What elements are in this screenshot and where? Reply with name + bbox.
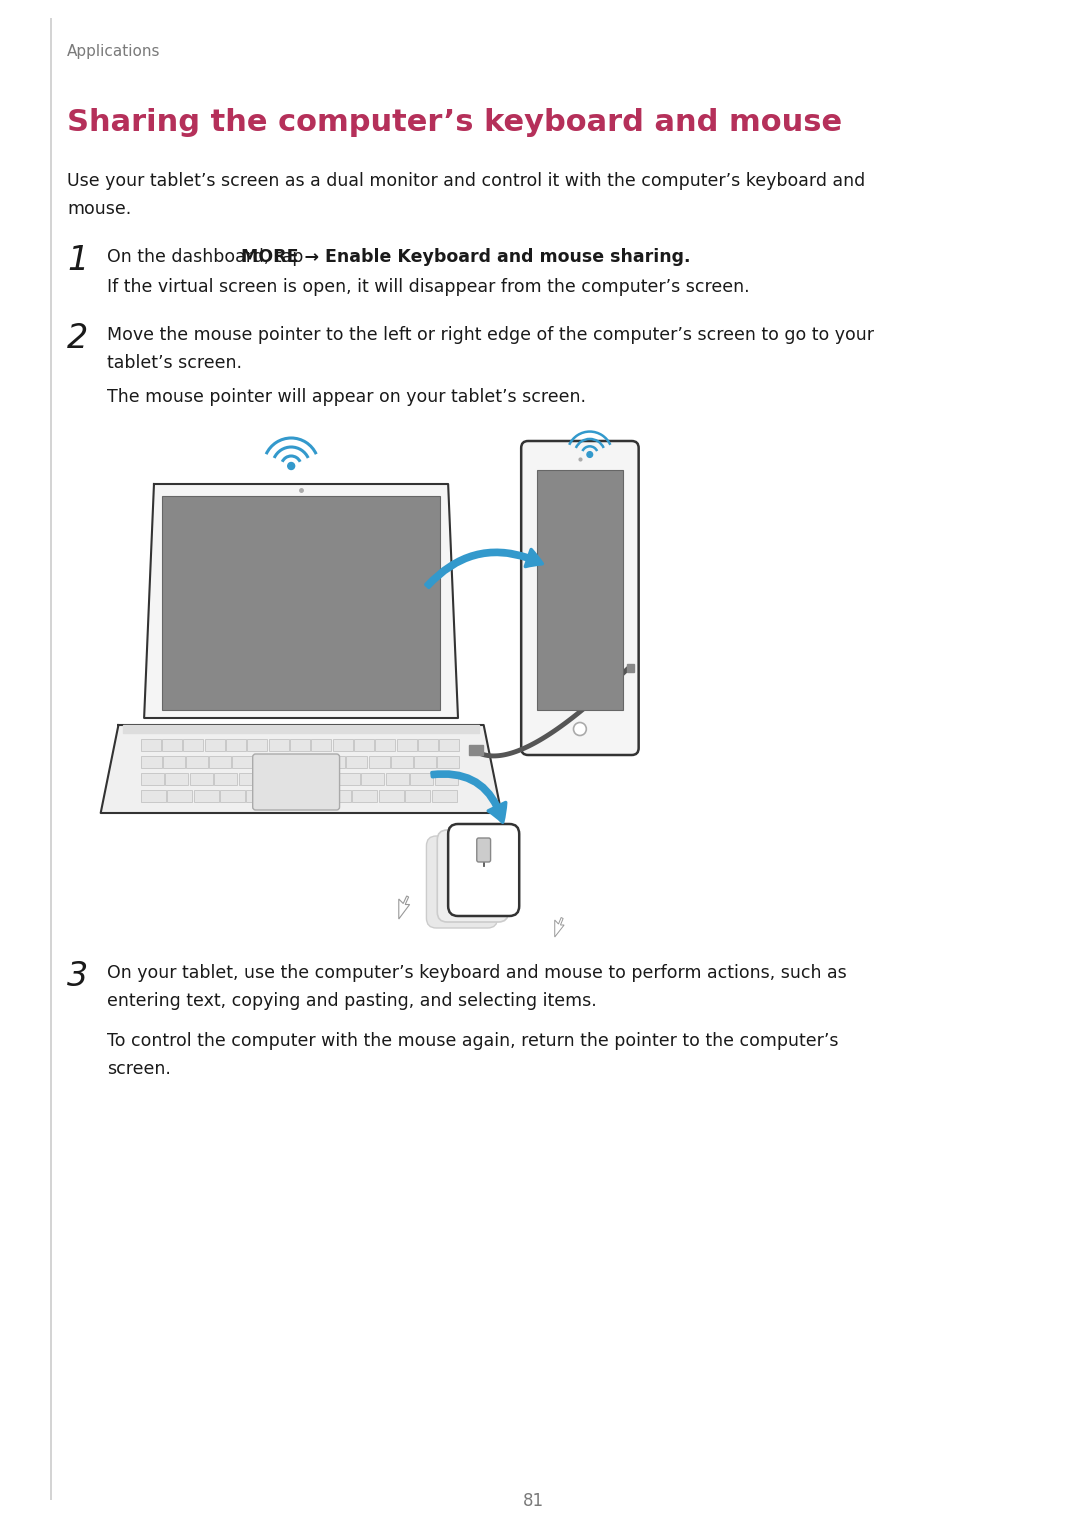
Polygon shape: [326, 789, 351, 802]
FancyBboxPatch shape: [448, 825, 519, 916]
Polygon shape: [626, 664, 634, 672]
Text: tablet’s screen.: tablet’s screen.: [107, 354, 242, 373]
Polygon shape: [537, 470, 623, 710]
Polygon shape: [162, 496, 441, 710]
Polygon shape: [415, 756, 435, 768]
Polygon shape: [418, 739, 438, 751]
Polygon shape: [210, 756, 230, 768]
Polygon shape: [269, 739, 288, 751]
Polygon shape: [312, 773, 335, 785]
Polygon shape: [278, 756, 299, 768]
Polygon shape: [405, 789, 431, 802]
Polygon shape: [410, 773, 433, 785]
Polygon shape: [226, 739, 246, 751]
Polygon shape: [299, 789, 325, 802]
Polygon shape: [440, 739, 459, 751]
FancyBboxPatch shape: [522, 441, 638, 754]
FancyBboxPatch shape: [253, 754, 339, 809]
FancyBboxPatch shape: [427, 835, 498, 928]
Polygon shape: [437, 756, 459, 768]
Text: 81: 81: [523, 1492, 543, 1510]
Circle shape: [586, 452, 593, 458]
Text: 1: 1: [67, 244, 89, 276]
Polygon shape: [469, 745, 483, 754]
Polygon shape: [386, 773, 408, 785]
Polygon shape: [337, 773, 360, 785]
Polygon shape: [379, 789, 404, 802]
Polygon shape: [555, 918, 564, 938]
Text: 2: 2: [67, 322, 89, 354]
Polygon shape: [396, 739, 417, 751]
Polygon shape: [193, 789, 219, 802]
Text: If the virtual screen is open, it will disappear from the computer’s screen.: If the virtual screen is open, it will d…: [107, 278, 750, 296]
Circle shape: [287, 463, 295, 469]
FancyArrowPatch shape: [432, 771, 505, 823]
Text: screen.: screen.: [107, 1060, 171, 1078]
Polygon shape: [190, 773, 213, 785]
Polygon shape: [140, 756, 162, 768]
Text: Move the mouse pointer to the left or right edge of the computer’s screen to go : Move the mouse pointer to the left or ri…: [107, 325, 874, 344]
Text: On your tablet, use the computer’s keyboard and mouse to perform actions, such a: On your tablet, use the computer’s keybo…: [107, 964, 847, 982]
FancyBboxPatch shape: [437, 831, 509, 922]
Polygon shape: [220, 789, 245, 802]
Polygon shape: [167, 789, 192, 802]
Text: Use your tablet’s screen as a dual monitor and control it with the computer’s ke: Use your tablet’s screen as a dual monit…: [67, 173, 865, 189]
Polygon shape: [361, 773, 384, 785]
Polygon shape: [204, 739, 225, 751]
Polygon shape: [123, 725, 478, 733]
Text: On the dashboard, tap: On the dashboard, tap: [107, 247, 309, 266]
Polygon shape: [399, 896, 409, 919]
FancyArrowPatch shape: [426, 550, 542, 588]
Polygon shape: [186, 756, 207, 768]
Text: mouse.: mouse.: [67, 200, 132, 218]
Polygon shape: [163, 756, 185, 768]
Text: To control the computer with the mouse again, return the pointer to the computer: To control the computer with the mouse a…: [107, 1032, 838, 1051]
Polygon shape: [264, 773, 286, 785]
Polygon shape: [287, 773, 311, 785]
Text: entering text, copying and pasting, and selecting items.: entering text, copying and pasting, and …: [107, 993, 596, 1009]
Polygon shape: [140, 789, 166, 802]
Polygon shape: [352, 789, 378, 802]
Polygon shape: [333, 739, 353, 751]
Polygon shape: [247, 739, 268, 751]
Polygon shape: [300, 756, 322, 768]
Polygon shape: [140, 773, 164, 785]
Text: 3: 3: [67, 960, 89, 993]
Text: MORE → Enable Keyboard and mouse sharing.: MORE → Enable Keyboard and mouse sharing…: [241, 247, 691, 266]
Polygon shape: [232, 756, 254, 768]
Polygon shape: [255, 756, 276, 768]
Polygon shape: [289, 739, 310, 751]
Polygon shape: [368, 756, 390, 768]
Polygon shape: [162, 739, 183, 751]
Polygon shape: [434, 773, 458, 785]
Polygon shape: [323, 756, 345, 768]
Polygon shape: [246, 789, 272, 802]
Polygon shape: [354, 739, 374, 751]
Polygon shape: [214, 773, 238, 785]
Text: The mouse pointer will appear on your tablet’s screen.: The mouse pointer will appear on your ta…: [107, 388, 585, 406]
Polygon shape: [165, 773, 188, 785]
Circle shape: [573, 722, 586, 736]
Polygon shape: [311, 739, 332, 751]
Polygon shape: [144, 484, 458, 718]
Polygon shape: [432, 789, 457, 802]
Polygon shape: [184, 739, 203, 751]
Text: Applications: Applications: [67, 44, 161, 60]
Polygon shape: [273, 789, 298, 802]
Polygon shape: [391, 756, 413, 768]
Polygon shape: [375, 739, 395, 751]
FancyBboxPatch shape: [476, 838, 490, 863]
Polygon shape: [140, 739, 161, 751]
Polygon shape: [100, 725, 501, 812]
Text: Sharing the computer’s keyboard and mouse: Sharing the computer’s keyboard and mous…: [67, 108, 842, 137]
Polygon shape: [346, 756, 367, 768]
Polygon shape: [239, 773, 261, 785]
